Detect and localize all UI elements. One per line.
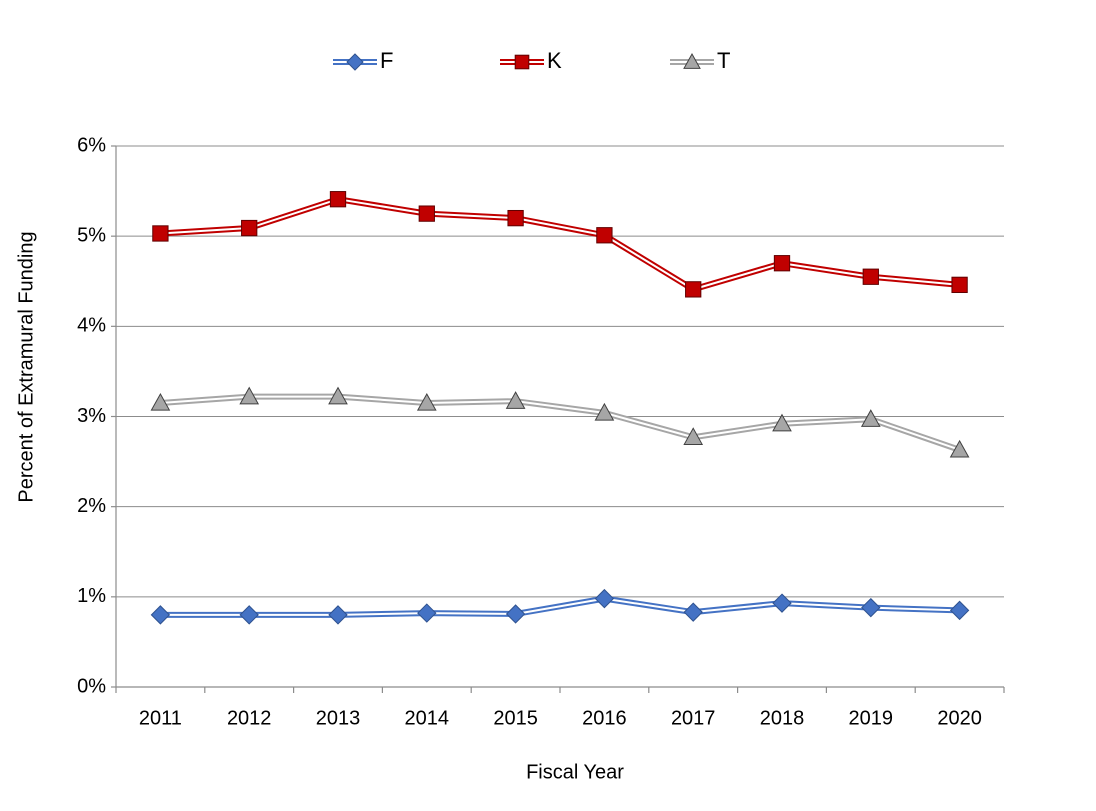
point	[329, 191, 347, 208]
y-tick-label: 4%	[77, 315, 106, 337]
point	[951, 276, 968, 294]
point	[328, 386, 348, 405]
y-tick-label: 2%	[77, 495, 106, 517]
point	[862, 268, 879, 285]
x-axis-title: Fiscal Year	[526, 761, 624, 783]
point	[418, 205, 435, 222]
point	[683, 427, 704, 445]
point	[773, 255, 791, 272]
point	[860, 409, 881, 427]
x-tick-label: 2012	[227, 707, 272, 729]
x-tick-label: 2015	[493, 707, 538, 729]
y-tick-label: 3%	[77, 405, 106, 427]
y-axis-title: Percent of Extramural Funding	[15, 231, 37, 502]
point	[949, 600, 970, 621]
legend-label: T	[717, 48, 730, 73]
point	[416, 392, 437, 411]
point	[241, 219, 258, 237]
x-tick-label: 2013	[316, 707, 361, 729]
series-line-inner	[160, 198, 960, 291]
y-tick-label: 1%	[77, 585, 106, 607]
x-tick-label: 2018	[760, 707, 805, 729]
legend-label: F	[380, 48, 393, 73]
series-line	[160, 196, 960, 293]
point	[505, 391, 526, 409]
point	[150, 605, 171, 625]
point	[683, 602, 703, 622]
point	[861, 597, 881, 618]
x-tick-label: 2016	[582, 707, 627, 729]
point	[772, 593, 792, 613]
y-tick-label: 5%	[77, 224, 106, 246]
x-tick-label: 2017	[671, 707, 716, 729]
y-tick-label: 6%	[77, 134, 106, 156]
legend-marker	[683, 52, 701, 69]
point	[949, 439, 970, 458]
point	[685, 281, 702, 298]
point	[594, 588, 615, 609]
point	[507, 209, 524, 227]
legend-marker	[346, 53, 364, 71]
series-line-inner	[160, 597, 960, 616]
point	[596, 227, 613, 244]
point	[594, 402, 615, 421]
series-line-inner	[160, 395, 960, 451]
point	[152, 225, 169, 242]
point	[239, 386, 260, 405]
point	[328, 605, 348, 625]
point	[417, 603, 437, 623]
point	[150, 392, 171, 411]
point	[505, 604, 526, 624]
legend-marker	[514, 54, 530, 70]
point	[239, 605, 259, 625]
legend-label: K	[547, 48, 562, 73]
series-line	[160, 393, 961, 453]
y-tick-label: 0%	[77, 675, 106, 697]
x-tick-label: 2020	[937, 707, 982, 729]
x-tick-label: 2019	[849, 707, 894, 729]
x-tick-label: 2014	[405, 707, 450, 729]
x-tick-label: 2011	[139, 707, 182, 729]
point	[772, 413, 792, 432]
